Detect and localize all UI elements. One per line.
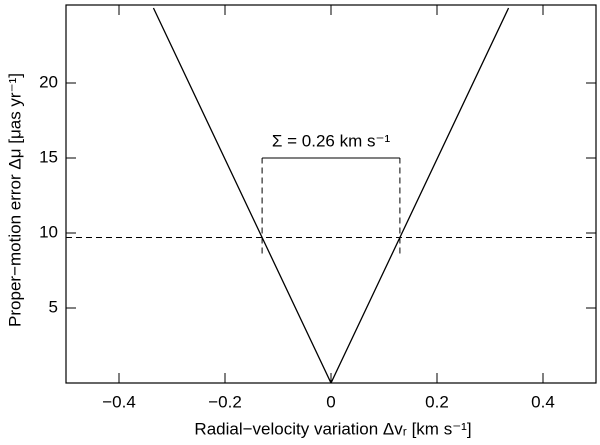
y-tick-label: 10 xyxy=(39,222,58,241)
y-axis-label: Proper−motion error Δμ [μas yr⁻¹] xyxy=(5,73,24,327)
x-tick-label: 0 xyxy=(326,392,335,411)
x-axis-label: Radial−velocity variation Δvᵣ [km s⁻¹] xyxy=(194,419,471,438)
plot-frame xyxy=(65,4,597,384)
x-tick-label: 0.2 xyxy=(425,392,449,411)
y-tick-label: 15 xyxy=(39,147,58,166)
annotation: Σ = 0.26 km s⁻¹ xyxy=(272,131,391,150)
x-tick-label: 0.4 xyxy=(531,392,555,411)
x-tick-label: −0.4 xyxy=(102,392,136,411)
x-tick-label: −0.2 xyxy=(208,392,242,411)
y-tick-label: 20 xyxy=(39,72,58,91)
y-tick-label: 5 xyxy=(49,297,58,316)
line xyxy=(152,7,510,383)
